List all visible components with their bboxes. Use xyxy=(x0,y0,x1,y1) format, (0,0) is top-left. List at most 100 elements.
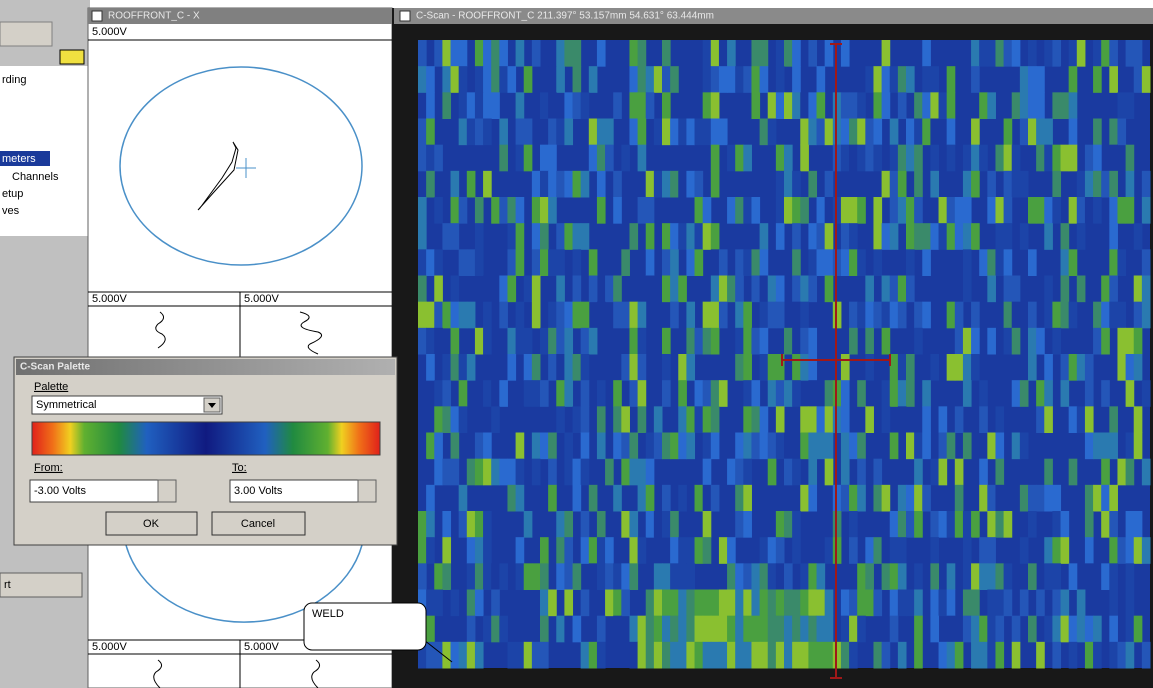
cscan-cell xyxy=(800,406,809,433)
cscan-cell xyxy=(442,380,451,407)
cscan-cell xyxy=(890,145,899,172)
cscan-cell xyxy=(776,197,785,224)
cscan-cell xyxy=(735,590,744,617)
cscan-cell xyxy=(556,302,565,329)
cscan-cell xyxy=(695,406,704,433)
cscan-cell xyxy=(1101,40,1110,67)
cscan-cell xyxy=(629,92,638,119)
cscan-cell xyxy=(556,223,565,250)
cscan-cell xyxy=(947,433,956,460)
cscan-cell xyxy=(1126,433,1135,460)
cscan-cell xyxy=(800,642,809,669)
tree-item[interactable]: ves xyxy=(2,205,20,217)
cscan-cell xyxy=(849,642,858,669)
cscan-cell xyxy=(1069,197,1078,224)
cscan-cell xyxy=(776,66,785,93)
cscan-cell xyxy=(979,380,988,407)
panel-button[interactable] xyxy=(0,573,82,597)
cscan-cell xyxy=(727,66,736,93)
cscan-cell xyxy=(1126,92,1135,119)
cscan-cell xyxy=(906,119,915,146)
cscan-cell xyxy=(751,406,760,433)
cscan-cell xyxy=(703,223,712,250)
tree-item[interactable]: Channels xyxy=(12,171,59,183)
cscan-cell xyxy=(1093,119,1102,146)
cscan-cell xyxy=(727,590,736,617)
cscan-cell xyxy=(686,249,695,276)
cscan-cell xyxy=(833,537,842,564)
cscan-cell xyxy=(467,459,476,486)
cscan-cell xyxy=(930,511,939,538)
cscan-cell xyxy=(556,276,565,303)
cscan-cell xyxy=(768,276,777,303)
cscan-cell xyxy=(1028,563,1037,590)
cscan-cell xyxy=(930,563,939,590)
spinner[interactable] xyxy=(358,480,376,502)
cscan-cell xyxy=(1126,171,1135,198)
cscan-cell xyxy=(467,171,476,198)
cscan-cell xyxy=(670,119,679,146)
cscan-cell xyxy=(1085,616,1094,643)
cscan-cell xyxy=(849,511,858,538)
tree-item[interactable]: rding xyxy=(2,74,26,86)
cscan-cell xyxy=(711,249,720,276)
tree-item[interactable]: etup xyxy=(2,188,23,200)
cscan-cell xyxy=(499,197,508,224)
cscan-cell xyxy=(1020,92,1029,119)
cscan-cell xyxy=(865,66,874,93)
cscan-cell xyxy=(475,328,484,355)
cscan-cell xyxy=(475,197,484,224)
cscan-cell xyxy=(629,354,638,381)
cscan-cell xyxy=(760,223,769,250)
cscan-cell xyxy=(467,511,476,538)
cscan-cell xyxy=(695,197,704,224)
cscan-cell xyxy=(646,223,655,250)
cscan-cell xyxy=(841,40,850,67)
cscan-cell xyxy=(808,171,817,198)
cscan-cell xyxy=(646,642,655,669)
cscan-cell xyxy=(1036,197,1045,224)
screen: rding meters Channels etup ves rt ROOFFR… xyxy=(0,0,1153,688)
cscan-cell xyxy=(882,406,891,433)
cscan-cell xyxy=(808,380,817,407)
cscan-cell xyxy=(499,119,508,146)
cscan-cell xyxy=(743,354,752,381)
cscan-cell xyxy=(426,354,435,381)
cscan-cell xyxy=(532,563,541,590)
cscan-cell xyxy=(548,197,557,224)
cscan-cell xyxy=(686,328,695,355)
folder-icon[interactable] xyxy=(60,50,84,64)
cscan-cell xyxy=(800,616,809,643)
cscan-cell xyxy=(735,328,744,355)
cscan-cell xyxy=(703,328,712,355)
cscan-cell xyxy=(507,276,516,303)
window-title: C-Scan - ROOFFRONT_C 211.397° 53.157mm 5… xyxy=(416,11,714,22)
cscan-cell xyxy=(695,642,704,669)
cscan-cell xyxy=(1069,145,1078,172)
cscan-cell xyxy=(1093,197,1102,224)
cscan-cell xyxy=(800,145,809,172)
cscan-cell xyxy=(646,433,655,460)
cscan-cell xyxy=(890,380,899,407)
cscan-cell xyxy=(703,485,712,512)
cscan-cell xyxy=(516,119,525,146)
cscan-cell xyxy=(808,328,817,355)
toolbar-button[interactable] xyxy=(0,22,52,46)
cscan-cell xyxy=(808,563,817,590)
cscan-cell xyxy=(930,354,939,381)
cscan-cell xyxy=(800,354,809,381)
tree-item[interactable]: meters xyxy=(2,153,36,165)
spinner[interactable] xyxy=(158,480,176,502)
strip-scale: 5.000V xyxy=(92,293,128,305)
cscan-cell xyxy=(987,590,996,617)
cscan-cell xyxy=(841,119,850,146)
cscan-cell xyxy=(1052,328,1061,355)
cscan-cell xyxy=(792,92,801,119)
cscan-cell xyxy=(743,406,752,433)
cscan-cell xyxy=(597,197,606,224)
cscan-cell xyxy=(1069,563,1078,590)
cscan-cell xyxy=(662,276,671,303)
cscan-cell xyxy=(613,406,622,433)
cscan-cell xyxy=(792,171,801,198)
cscan-cell xyxy=(817,616,826,643)
